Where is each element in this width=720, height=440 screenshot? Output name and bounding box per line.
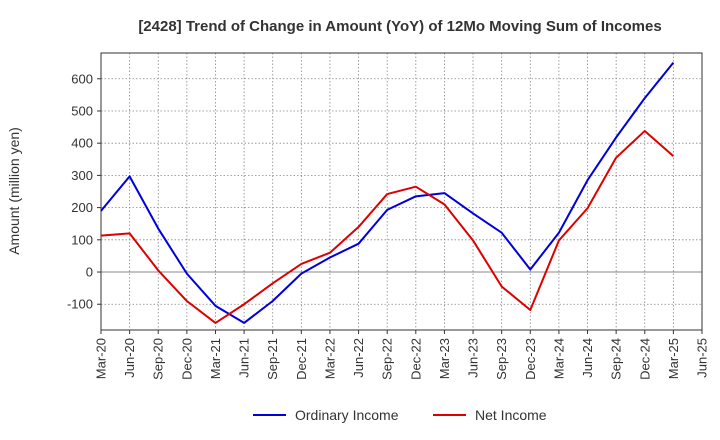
x-tick-label: Sep-20 xyxy=(151,338,166,380)
x-tick-label: Jun-23 xyxy=(466,338,481,378)
y-tick-label: 0 xyxy=(86,265,93,280)
x-tick-label: Mar-25 xyxy=(666,338,681,379)
plot-frame xyxy=(100,52,703,331)
plot-background xyxy=(101,53,702,330)
x-tick-label: Dec-21 xyxy=(294,338,309,380)
x-tick-label: Mar-23 xyxy=(437,338,452,379)
ordinary-income-line xyxy=(100,62,675,324)
y-axis-label: Amount (million yen) xyxy=(6,127,22,255)
x-tick-label: Mar-24 xyxy=(551,338,566,379)
y-tick-label: 400 xyxy=(71,136,93,151)
x-tick-label: Jun-20 xyxy=(122,338,137,378)
net-income-line xyxy=(100,129,675,324)
x-tick-label: Jun-21 xyxy=(237,338,252,378)
y-tick-label: 500 xyxy=(71,103,93,118)
x-tick-label: Dec-20 xyxy=(179,338,194,380)
y-tick-label: 600 xyxy=(71,71,93,86)
x-tick-label: Jun-22 xyxy=(351,338,366,378)
x-tick-label: Sep-22 xyxy=(380,338,395,380)
chart-title: [2428] Trend of Change in Amount (YoY) o… xyxy=(138,18,661,35)
y-tick-label: -100 xyxy=(67,297,93,312)
x-tick-label: Mar-22 xyxy=(322,338,337,379)
x-tick-label: Mar-20 xyxy=(94,338,109,379)
x-tick-label: Sep-21 xyxy=(265,338,280,380)
x-tick-label: Mar-21 xyxy=(208,338,223,379)
x-tick-label: Dec-24 xyxy=(637,338,652,380)
x-tick-label: Sep-24 xyxy=(609,338,624,380)
legend-label-ordinary-income: Ordinary Income xyxy=(295,407,399,423)
x-tick-label: Dec-23 xyxy=(523,338,538,380)
y-tick-label: 300 xyxy=(71,168,93,183)
x-tick-label: Jun-24 xyxy=(580,338,595,378)
legend: Ordinary Income Net Income xyxy=(253,407,547,423)
plot-area: -100 0 100 200 300 400 500 600 Mar-20 Jun-20 Sep-2… xyxy=(67,52,710,380)
x-tick-label: Dec-22 xyxy=(408,338,423,380)
y-tick-label: 200 xyxy=(71,200,93,215)
x-tick-label: Jun-25 xyxy=(695,338,710,378)
x-tick-label: Sep-23 xyxy=(494,338,509,380)
y-tick-label: 100 xyxy=(71,232,93,247)
legend-label-net-income: Net Income xyxy=(475,407,547,423)
